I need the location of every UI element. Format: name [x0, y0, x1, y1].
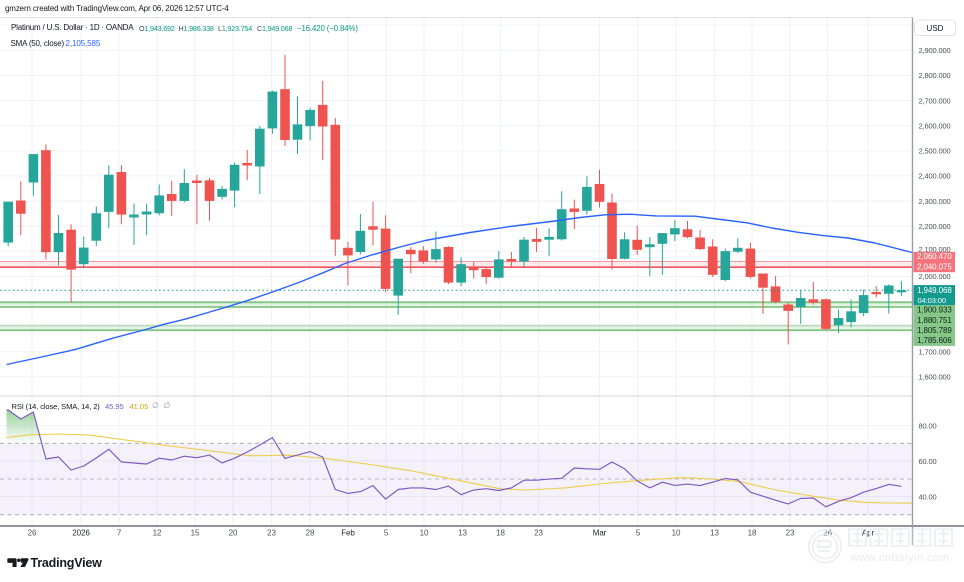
svg-text:2,000.000: 2,000.000 [919, 272, 951, 281]
svg-text:2,200.000: 2,200.000 [919, 222, 951, 231]
svg-text:2,100.000: 2,100.000 [919, 245, 951, 254]
svg-text:1,785.606: 1,785.606 [917, 336, 952, 345]
svg-text:28: 28 [306, 529, 315, 538]
svg-text:2026: 2026 [72, 529, 90, 538]
svg-text:2,500.000: 2,500.000 [919, 147, 951, 156]
svg-text:26: 26 [28, 529, 37, 538]
svg-text:2,300.000: 2,300.000 [919, 197, 951, 206]
svg-text:2,700.000: 2,700.000 [919, 96, 951, 105]
svg-text:10: 10 [420, 529, 429, 538]
svg-text:18: 18 [496, 529, 505, 538]
svg-text:26: 26 [823, 529, 832, 538]
svg-text:23: 23 [786, 529, 795, 538]
svg-text:20: 20 [229, 529, 238, 538]
svg-text:1,880.751: 1,880.751 [917, 316, 952, 325]
svg-text:USD: USD [927, 24, 944, 33]
svg-text:www.cnbaiyin.com: www.cnbaiyin.com [850, 552, 949, 564]
svg-text:7: 7 [117, 529, 122, 538]
svg-text:1,949.068: 1,949.068 [917, 286, 952, 295]
svg-text:5: 5 [384, 529, 389, 538]
svg-text:Feb: Feb [341, 529, 355, 538]
svg-text:1,805.789: 1,805.789 [917, 326, 952, 335]
svg-text:15: 15 [191, 529, 200, 538]
svg-text:Apr: Apr [862, 529, 875, 538]
svg-text:18: 18 [748, 529, 757, 538]
svg-text:2,040.075: 2,040.075 [917, 262, 952, 271]
svg-text:23: 23 [267, 529, 276, 538]
svg-text:1,600.000: 1,600.000 [919, 373, 951, 382]
svg-text:1,700.000: 1,700.000 [919, 348, 951, 357]
svg-text:2,060.470: 2,060.470 [917, 252, 952, 261]
svg-text:13: 13 [458, 529, 467, 538]
svg-text:1,900.933: 1,900.933 [917, 306, 952, 315]
svg-text:5: 5 [636, 529, 641, 538]
svg-text:23: 23 [534, 529, 543, 538]
svg-text:2,900.000: 2,900.000 [919, 46, 951, 55]
svg-text:Mar: Mar [593, 529, 607, 538]
svg-text:04:03:00: 04:03:00 [918, 296, 946, 305]
svg-text:12: 12 [153, 529, 162, 538]
svg-text:2,400.000: 2,400.000 [919, 172, 951, 181]
svg-text:13: 13 [710, 529, 719, 538]
svg-text:80.00: 80.00 [919, 421, 937, 430]
svg-text:2,600.000: 2,600.000 [919, 122, 951, 131]
svg-text:10: 10 [672, 529, 681, 538]
svg-text:40.00: 40.00 [919, 492, 937, 501]
svg-text:TradingView: TradingView [31, 556, 103, 570]
svg-text:60.00: 60.00 [919, 457, 937, 466]
svg-text:2,800.000: 2,800.000 [919, 71, 951, 80]
